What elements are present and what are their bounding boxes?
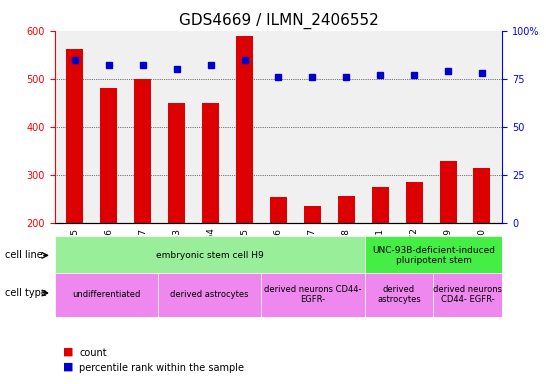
FancyBboxPatch shape — [365, 273, 434, 317]
FancyBboxPatch shape — [55, 236, 365, 275]
Bar — [67, 49, 84, 319]
Bar — [440, 161, 456, 319]
Text: cell line: cell line — [5, 250, 43, 260]
FancyBboxPatch shape — [158, 273, 261, 317]
Text: ■: ■ — [63, 346, 73, 356]
Bar — [270, 197, 287, 319]
Bar — [100, 88, 117, 319]
Title: GDS4669 / ILMN_2406552: GDS4669 / ILMN_2406552 — [179, 13, 378, 29]
Text: UNC-93B-deficient-induced
pluripotent stem: UNC-93B-deficient-induced pluripotent st… — [372, 246, 495, 265]
FancyBboxPatch shape — [55, 273, 158, 317]
Bar — [304, 207, 321, 319]
Text: derived neurons CD44-
EGFR-: derived neurons CD44- EGFR- — [264, 285, 361, 305]
Bar — [168, 103, 185, 319]
Text: count: count — [79, 348, 107, 358]
FancyBboxPatch shape — [365, 236, 502, 275]
Bar — [134, 79, 151, 319]
FancyBboxPatch shape — [261, 273, 365, 317]
Bar — [372, 187, 389, 319]
Text: undifferentiated: undifferentiated — [72, 290, 140, 299]
Bar — [202, 103, 219, 319]
FancyBboxPatch shape — [434, 273, 502, 317]
Bar — [236, 36, 253, 319]
Text: cell type: cell type — [5, 288, 48, 298]
Bar — [406, 182, 423, 319]
Text: embryonic stem cell H9: embryonic stem cell H9 — [156, 251, 264, 260]
Text: derived neurons
CD44- EGFR-: derived neurons CD44- EGFR- — [434, 285, 502, 305]
Bar — [473, 167, 490, 319]
Bar — [338, 196, 355, 319]
Text: derived
astrocytes: derived astrocytes — [377, 285, 421, 305]
Text: percentile rank within the sample: percentile rank within the sample — [79, 363, 244, 373]
Text: ■: ■ — [63, 362, 73, 372]
Text: derived astrocytes: derived astrocytes — [170, 290, 249, 299]
